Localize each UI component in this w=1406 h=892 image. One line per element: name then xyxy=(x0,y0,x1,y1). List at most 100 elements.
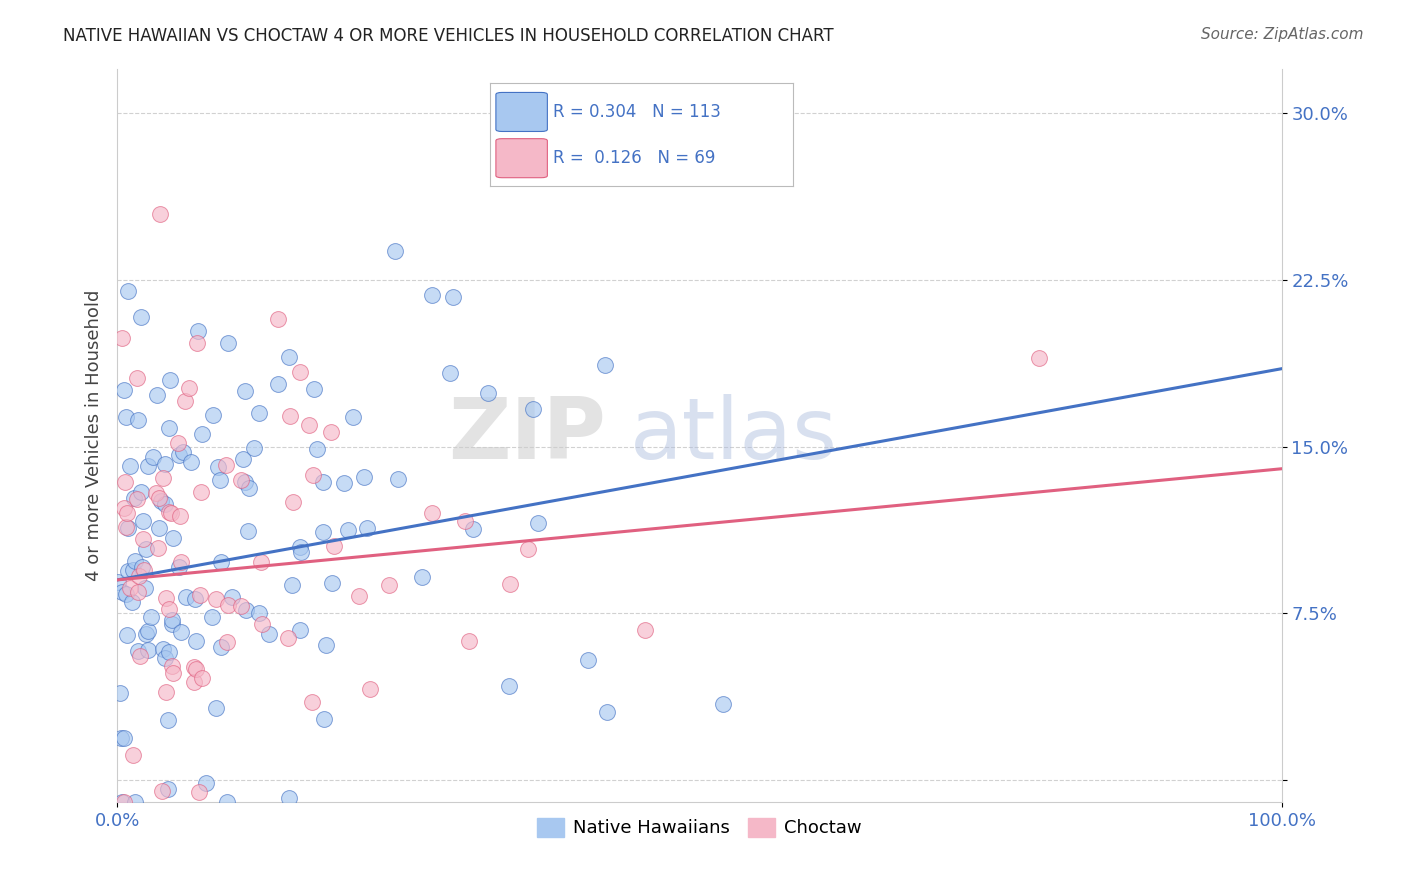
Point xyxy=(499,577,522,591)
Point xyxy=(242,442,264,456)
Point xyxy=(267,312,290,326)
Point xyxy=(155,651,177,665)
Point xyxy=(114,475,136,489)
Point xyxy=(337,523,360,537)
Point xyxy=(157,602,180,616)
Point xyxy=(232,451,254,466)
Point xyxy=(711,697,734,711)
Point xyxy=(112,731,135,745)
Point xyxy=(112,383,135,397)
Point xyxy=(155,497,177,511)
Point xyxy=(634,623,657,637)
Point xyxy=(160,613,183,627)
Point xyxy=(148,541,170,555)
Point xyxy=(205,701,228,715)
Point xyxy=(127,412,149,426)
Y-axis label: 4 or more Vehicles in Household: 4 or more Vehicles in Household xyxy=(86,290,103,581)
Point xyxy=(146,388,169,402)
Point xyxy=(319,425,342,439)
Point xyxy=(129,310,152,325)
Point xyxy=(125,370,148,384)
Point xyxy=(517,542,540,557)
Point xyxy=(148,521,170,535)
Point xyxy=(217,635,239,649)
Point xyxy=(439,366,461,380)
Point xyxy=(115,520,138,534)
Point xyxy=(315,638,337,652)
Point xyxy=(288,365,311,379)
Point xyxy=(160,616,183,631)
Point xyxy=(233,475,256,489)
Point xyxy=(112,501,135,516)
Text: ZIP: ZIP xyxy=(449,394,606,477)
Point xyxy=(188,785,211,799)
Point xyxy=(441,290,464,304)
Point xyxy=(353,470,375,484)
Point xyxy=(149,207,172,221)
Point xyxy=(118,581,141,595)
Point xyxy=(235,602,257,616)
Point xyxy=(139,610,162,624)
Point xyxy=(281,495,304,509)
Point xyxy=(321,575,343,590)
Point xyxy=(110,731,132,745)
Legend: Native Hawaiians, Choctaw: Native Hawaiians, Choctaw xyxy=(530,811,869,845)
Point xyxy=(298,418,321,433)
Point xyxy=(129,484,152,499)
Point xyxy=(307,442,329,457)
Point xyxy=(159,505,181,519)
Point xyxy=(288,624,311,638)
Point xyxy=(124,554,146,568)
Point xyxy=(162,666,184,681)
Point xyxy=(477,386,499,401)
Point xyxy=(167,448,190,462)
Point xyxy=(201,610,224,624)
Point xyxy=(111,795,134,809)
Point xyxy=(250,555,273,569)
Point xyxy=(209,640,232,654)
Point xyxy=(111,585,134,599)
Point xyxy=(115,506,138,520)
Point xyxy=(420,506,443,520)
Point xyxy=(132,532,155,546)
Point xyxy=(277,631,299,645)
Point xyxy=(454,514,477,528)
Point xyxy=(162,531,184,545)
Point xyxy=(238,481,260,495)
Point xyxy=(134,581,156,595)
Point xyxy=(135,542,157,557)
Point xyxy=(342,409,364,424)
Point xyxy=(153,457,176,471)
Point xyxy=(257,626,280,640)
Point xyxy=(278,350,301,364)
Point xyxy=(156,782,179,797)
Point xyxy=(170,625,193,640)
Point xyxy=(205,592,228,607)
Point xyxy=(122,563,145,577)
Point xyxy=(187,324,209,338)
Point xyxy=(190,672,212,686)
Point xyxy=(312,475,335,490)
Point xyxy=(124,795,146,809)
Point xyxy=(114,409,136,424)
Point xyxy=(576,653,599,667)
Point xyxy=(457,633,479,648)
Point xyxy=(595,358,617,372)
Point xyxy=(127,644,149,658)
Point xyxy=(420,288,443,302)
Point xyxy=(136,643,159,657)
Point xyxy=(247,606,270,620)
Point xyxy=(233,384,256,398)
Point xyxy=(148,491,170,505)
Point xyxy=(323,539,346,553)
Point xyxy=(498,680,520,694)
Point xyxy=(152,641,174,656)
Point xyxy=(302,468,325,483)
Point xyxy=(132,515,155,529)
Point xyxy=(122,748,145,763)
Point xyxy=(159,374,181,388)
Point xyxy=(136,624,159,639)
Point xyxy=(157,421,180,435)
Point xyxy=(411,570,433,584)
Point xyxy=(174,590,197,604)
